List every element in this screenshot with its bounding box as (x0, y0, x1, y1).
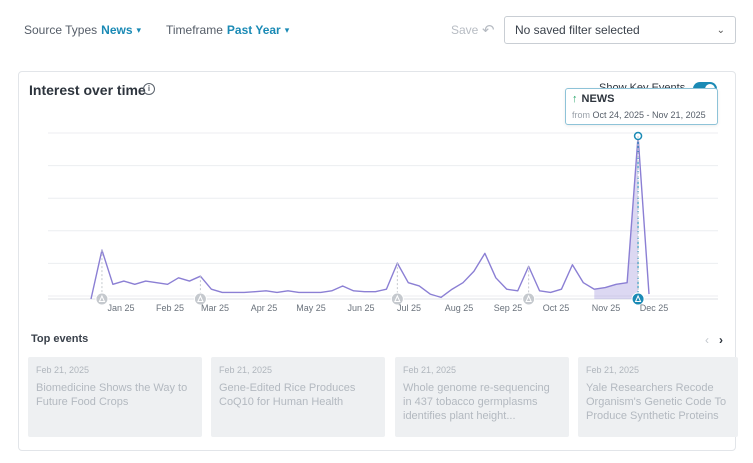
x-tick-label: Oct 25 (543, 303, 570, 313)
event-date: Feb 21, 2025 (586, 365, 640, 375)
info-icon[interactable]: i (143, 83, 155, 95)
event-date: Feb 21, 2025 (403, 365, 457, 375)
chevron-left-icon[interactable]: ‹ (705, 333, 709, 347)
event-title: Biomedicine Shows the Way to Future Food… (36, 382, 188, 408)
timeframe-value: Past Year (226, 23, 281, 37)
x-tick-label: Jun 25 (347, 303, 374, 313)
event-date: Feb 21, 2025 (36, 365, 90, 375)
series-line (90, 135, 650, 300)
x-tick-label: Dec 25 (640, 303, 669, 313)
key-event-icon (634, 294, 642, 302)
tooltip-title: NEWS (581, 93, 615, 105)
x-tick-label: Apr 25 (251, 303, 278, 313)
event-card[interactable]: Feb 21, 2025 Yale Researchers Recode Org… (578, 357, 738, 437)
saved-filter-value: No saved filter selected (515, 23, 640, 37)
x-tick-label: Feb 25 (156, 303, 184, 313)
event-card[interactable]: Feb 21, 2025 Biomedicine Shows the Way t… (28, 357, 202, 437)
event-title: Gene-Edited Rice Produces CoQ10 for Huma… (219, 382, 356, 408)
tooltip-from-label: from (572, 110, 590, 120)
x-tick-label: Jul 25 (397, 303, 421, 313)
timeframe-filter[interactable]: Timeframe Past Year ▾ (166, 23, 289, 37)
chevron-right-icon[interactable]: › (719, 333, 723, 347)
save-button[interactable]: Save (451, 23, 479, 37)
chevron-down-icon: ▾ (136, 24, 142, 35)
event-title: Whole genome re-sequencing in 437 tobacc… (403, 382, 550, 422)
saved-filter-select[interactable]: No saved filter selected ⌄ (504, 16, 736, 44)
chart-tooltip: ↑ NEWS from Oct 24, 2025 - Nov 21, 2025 (565, 88, 718, 125)
tooltip-range: Oct 24, 2025 - Nov 21, 2025 (592, 110, 706, 120)
timeframe-label: Timeframe (166, 23, 223, 37)
x-tick-label: Jan 25 (107, 303, 134, 313)
event-card[interactable]: Feb 21, 2025 Whole genome re-sequencing … (395, 357, 569, 437)
event-card[interactable]: Feb 21, 2025 Gene-Edited Rice Produces C… (211, 357, 385, 437)
x-tick-label: Aug 25 (445, 303, 474, 313)
chevron-down-icon: ▾ (284, 24, 290, 35)
x-tick-label: Mar 25 (201, 303, 229, 313)
event-date: Feb 21, 2025 (219, 365, 273, 375)
x-tick-label: May 25 (296, 303, 326, 313)
event-title: Yale Researchers Recode Organism's Genet… (586, 382, 727, 422)
key-event-icon (525, 294, 532, 302)
x-tick-label: Sep 25 (494, 303, 523, 313)
undo-icon[interactable]: ↶ (482, 22, 495, 39)
arrow-up-icon: ↑ (572, 93, 578, 105)
source-types-filter[interactable]: Source Types News ▾ (24, 23, 141, 37)
highlight-area (594, 136, 639, 299)
source-types-value: News (101, 23, 133, 37)
x-tick-label: Nov 25 (592, 303, 621, 313)
key-event-icon (197, 294, 204, 302)
key-event-icon (98, 294, 106, 302)
source-types-label: Source Types (24, 23, 98, 37)
top-events-title: Top events (31, 333, 89, 345)
chevron-down-icon: ⌄ (716, 24, 725, 36)
card-title: Interest over time (29, 82, 146, 98)
key-event-icon (394, 294, 401, 302)
